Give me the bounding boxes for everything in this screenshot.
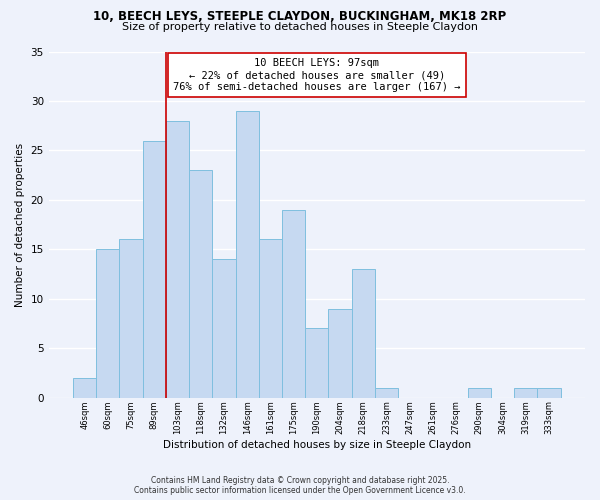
Bar [259, 240, 282, 398]
Bar [166, 120, 189, 398]
Bar [189, 170, 212, 398]
Bar [352, 269, 375, 398]
Text: Size of property relative to detached houses in Steeple Claydon: Size of property relative to detached ho… [122, 22, 478, 32]
Bar [73, 378, 96, 398]
Bar [212, 259, 236, 398]
X-axis label: Distribution of detached houses by size in Steeple Claydon: Distribution of detached houses by size … [163, 440, 471, 450]
Bar [328, 308, 352, 398]
Bar [538, 388, 560, 398]
Bar [282, 210, 305, 398]
Bar [514, 388, 538, 398]
Bar [468, 388, 491, 398]
Text: 10 BEECH LEYS: 97sqm
← 22% of detached houses are smaller (49)
76% of semi-detac: 10 BEECH LEYS: 97sqm ← 22% of detached h… [173, 58, 461, 92]
Text: 10, BEECH LEYS, STEEPLE CLAYDON, BUCKINGHAM, MK18 2RP: 10, BEECH LEYS, STEEPLE CLAYDON, BUCKING… [94, 10, 506, 23]
Bar [96, 250, 119, 398]
Text: Contains HM Land Registry data © Crown copyright and database right 2025.
Contai: Contains HM Land Registry data © Crown c… [134, 476, 466, 495]
Bar [119, 240, 143, 398]
Bar [143, 140, 166, 398]
Bar [236, 111, 259, 398]
Bar [305, 328, 328, 398]
Bar [375, 388, 398, 398]
Y-axis label: Number of detached properties: Number of detached properties [15, 142, 25, 306]
